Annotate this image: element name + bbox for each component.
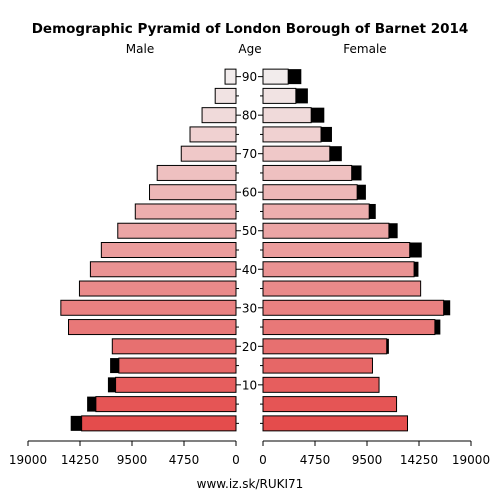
male-x-tick-label: 14250 [61, 453, 99, 467]
female-bar-20 [262, 338, 388, 355]
female-overlay-60 [357, 184, 366, 200]
female-overlay-70 [329, 146, 342, 162]
female-x-tick-label: 14250 [400, 453, 438, 467]
female-bar-25 [262, 319, 436, 336]
footer-source: www.iz.sk/RUKI71 [197, 477, 304, 491]
male-bar-30 [60, 299, 237, 316]
male-bar-40 [89, 261, 237, 278]
female-bar-50 [262, 222, 390, 239]
male-bar-85 [214, 87, 237, 104]
male-overlay-0 [70, 415, 82, 431]
female-bar-60 [262, 184, 358, 201]
male-x-tick-label: 9500 [117, 453, 148, 467]
male-bar-0 [81, 415, 237, 432]
female-overlay-75 [321, 126, 332, 142]
male-x-tick-label: 19000 [9, 453, 47, 467]
female-label: Female [343, 42, 386, 56]
male-x-tick-label: 0 [232, 453, 240, 467]
female-bar-40 [262, 261, 415, 278]
male-bar-90 [224, 68, 237, 85]
male-bar-10 [115, 376, 237, 393]
male-bar-60 [149, 184, 237, 201]
male-bar-55 [134, 203, 237, 220]
female-bar-45 [262, 242, 411, 258]
female-overlay-30 [443, 300, 451, 316]
female-overlay-80 [311, 107, 325, 123]
female-x-tick-label: 0 [259, 453, 267, 467]
female-overlay-55 [369, 203, 376, 219]
female-bar-90 [262, 68, 289, 85]
female-bar-55 [262, 203, 370, 220]
female-overlay-65 [351, 165, 362, 181]
age-tick-label: 20 [242, 340, 257, 354]
female-overlay-50 [388, 223, 398, 239]
female-overlay-45 [409, 242, 422, 258]
age-tick-label: 70 [242, 147, 257, 161]
female-overlay-40 [414, 261, 419, 277]
age-tick-label: 80 [242, 109, 257, 123]
male-bar-70 [180, 145, 237, 162]
chart-title: Demographic Pyramid of London Borough of… [32, 21, 469, 37]
age-label: Age [238, 42, 261, 56]
male-bar-20 [111, 338, 237, 355]
male-x-tick-label: 4750 [169, 453, 200, 467]
axes: 19000 0 14250 4750 9500 9500 4750 14250 0 19000 10… [9, 70, 490, 467]
male-overlay-15 [110, 358, 119, 374]
female-bar-15 [262, 357, 373, 374]
female-bar-65 [262, 164, 353, 181]
male-bar-15 [118, 357, 237, 374]
female-bar-0 [262, 415, 409, 432]
age-tick-label: 30 [242, 301, 257, 315]
female-bar-70 [262, 145, 331, 162]
female-x-tick-label: 9500 [352, 453, 383, 467]
female-bar-80 [262, 107, 312, 124]
male-bar-25 [68, 319, 237, 336]
male-overlay-10 [107, 377, 116, 393]
male-bar-45 [100, 242, 237, 258]
female-bar-30 [262, 299, 445, 316]
male-bar-75 [189, 126, 237, 143]
female-overlay-85 [295, 88, 308, 104]
age-tick-label: 50 [242, 224, 257, 238]
male-overlay-5 [87, 396, 96, 412]
female-overlay-20 [386, 338, 389, 354]
female-x-tick-label: 19000 [452, 453, 490, 467]
female-bar-35 [262, 280, 422, 297]
female-bars [262, 68, 451, 432]
female-overlay-90 [288, 69, 302, 85]
male-bar-50 [117, 222, 237, 239]
age-tick-label: 90 [242, 70, 257, 84]
female-bar-85 [262, 87, 297, 104]
male-bar-65 [156, 164, 237, 181]
age-tick-label: 40 [242, 263, 257, 277]
female-overlay-25 [434, 319, 441, 335]
female-x-tick-label: 4750 [300, 453, 331, 467]
age-tick-label: 10 [242, 378, 257, 392]
male-bars [60, 68, 237, 432]
age-tick-label: 60 [242, 186, 257, 200]
male-label: Male [126, 42, 154, 56]
male-bar-5 [95, 396, 237, 413]
female-bar-75 [262, 126, 322, 143]
female-bar-5 [262, 396, 398, 413]
male-bar-35 [78, 280, 237, 297]
female-bar-10 [262, 376, 380, 393]
male-bar-80 [201, 107, 237, 124]
